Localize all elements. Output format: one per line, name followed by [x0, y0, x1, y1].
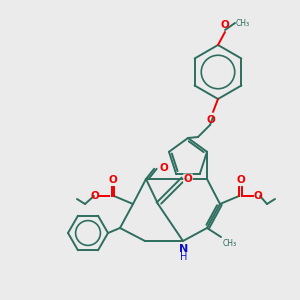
Text: O: O: [207, 115, 215, 125]
Text: O: O: [109, 175, 117, 185]
Text: O: O: [184, 174, 192, 184]
Text: CH₃: CH₃: [223, 239, 237, 248]
Text: N: N: [179, 244, 189, 254]
Text: O: O: [220, 20, 230, 30]
Text: H: H: [180, 252, 188, 262]
Text: CH₃: CH₃: [236, 19, 250, 28]
Text: O: O: [90, 191, 99, 201]
Text: O: O: [254, 191, 263, 201]
Text: O: O: [159, 163, 168, 173]
Text: O: O: [236, 175, 245, 185]
